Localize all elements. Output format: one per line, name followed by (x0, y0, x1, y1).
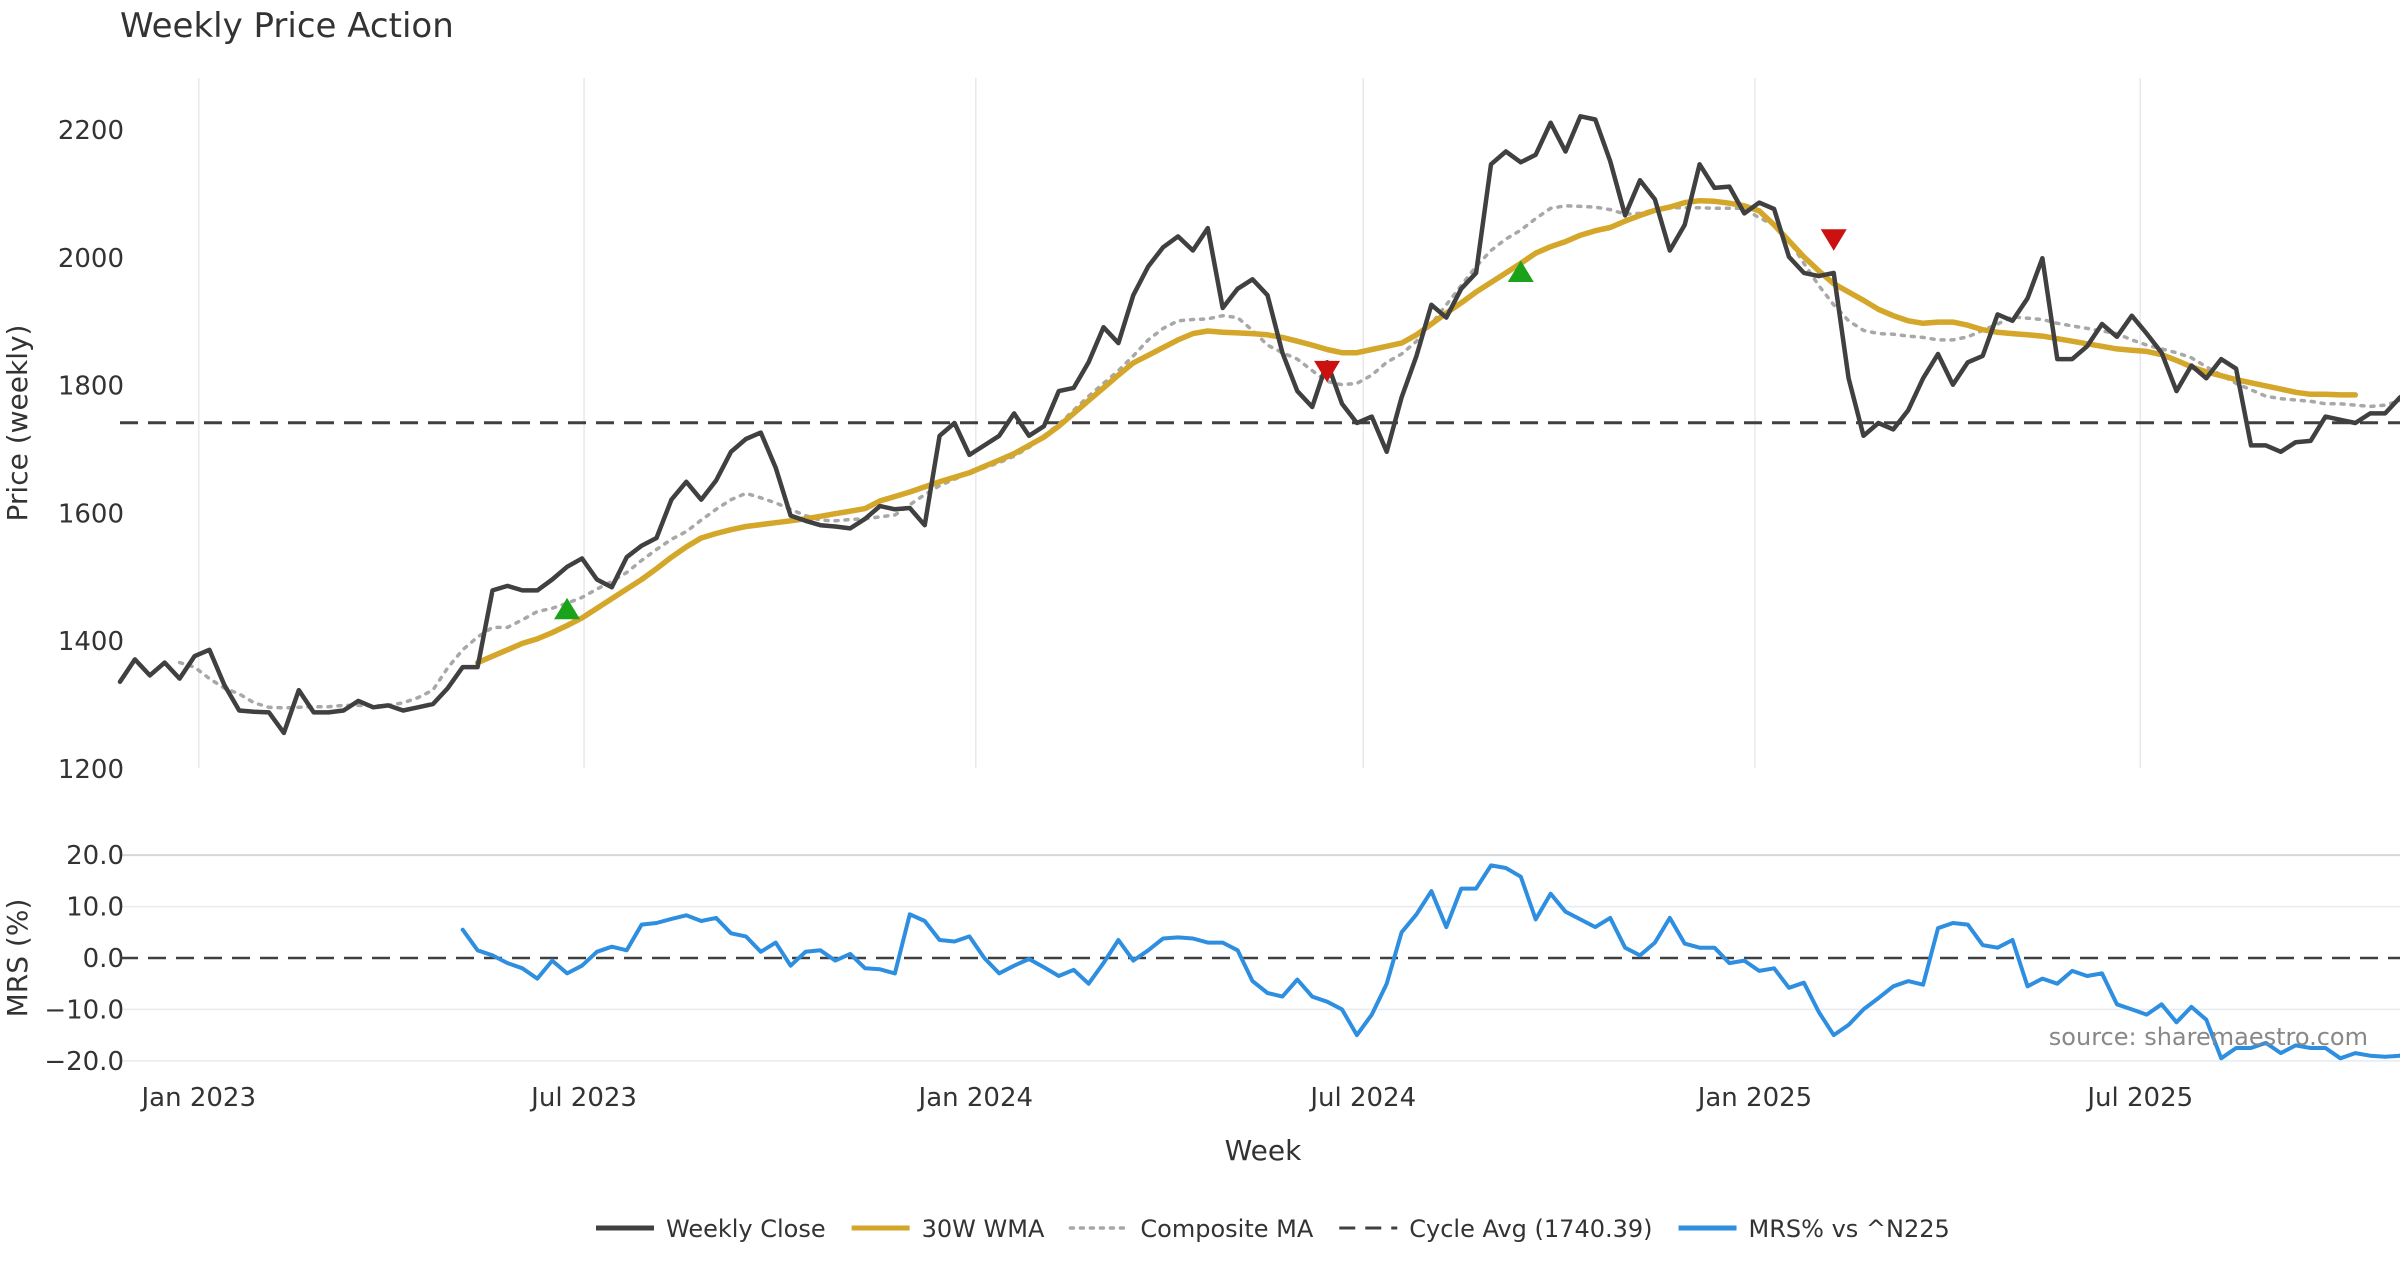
price-y-tick-label: 2200 (58, 116, 124, 146)
sell-signal-marker (1820, 229, 1847, 251)
mrs-y-axis: 20.0 10.0 0.0 −10.0 −20.0 (44, 841, 124, 1077)
price-y-tick-label: 2000 (58, 244, 124, 274)
mrs-y-tick-label: 10.0 (66, 893, 124, 923)
x-tick-label-jul-2023: Jul 2023 (529, 1083, 637, 1113)
signal-markers (554, 229, 1847, 620)
series-line-30w-wma (474, 197, 2359, 666)
price-y-axis: 1200 1400 1600 1800 2000 2200 (58, 116, 124, 785)
price-y-axis-label: Price (weekly) (1, 325, 34, 522)
series-line-weekly-close (117, 114, 2400, 736)
x-axis: Jan 2023 Jul 2023 Jan 2024 Jul 2024 Jan 2025… (140, 1083, 2194, 1113)
chart-title: Weekly Price Action (120, 6, 454, 46)
legend-label: Weekly Close (666, 1215, 826, 1243)
price-y-tick-label: 1400 (58, 627, 124, 657)
legend-label: MRS% vs ^N225 (1749, 1215, 1950, 1243)
mrs-y-tick-label: −20.0 (44, 1047, 124, 1077)
legend-item-composite-ma: Composite MA (1068, 1215, 1314, 1243)
buy-signal-marker (554, 597, 581, 620)
legend-item-cycle-avg-1740-39: Cycle Avg (1740.39) (1339, 1215, 1653, 1243)
series-line-mrs-vs-n225 (460, 863, 2400, 1061)
legend: Weekly Close 30W WMA Composite MA Cycle Avg… (596, 1215, 1950, 1243)
x-tick-label-jan-2023: Jan 2023 (140, 1083, 257, 1113)
watermark: source: sharemaestro.com (2049, 1023, 2368, 1051)
buy-signal-marker (1507, 260, 1534, 282)
price-y-tick-label: 1200 (58, 755, 124, 785)
x-tick-label-jan-2024: Jan 2024 (917, 1083, 1034, 1113)
legend-item-30w-wma: 30W WMA (851, 1215, 1045, 1243)
sell-signal-marker (1314, 360, 1341, 383)
mrs-y-axis-label: MRS (%) (1, 899, 34, 1018)
mrs-gridlines (120, 854, 2400, 1062)
series-line-composite-ma (177, 204, 2400, 710)
price-y-tick-label: 1600 (58, 499, 124, 529)
mrs-y-tick-label: 20.0 (66, 841, 124, 871)
price-series-group (117, 114, 2400, 736)
price-panel: 1200 1400 1600 1800 2000 2200 Price (weekly) (1, 78, 2400, 785)
x-tick-label-jan-2025: Jan 2025 (1696, 1083, 1813, 1113)
mrs-panel: 20.0 10.0 0.0 −10.0 −20.0 MRS (%) source: sh… (1, 841, 2400, 1077)
legend-label: Composite MA (1140, 1215, 1313, 1243)
x-tick-label-jul-2025: Jul 2025 (2085, 1083, 2193, 1113)
mrs-y-tick-label: −10.0 (44, 995, 124, 1025)
price-y-tick-label: 1800 (58, 372, 124, 402)
mrs-y-tick-label: 0.0 (83, 944, 124, 974)
legend-item-mrs-vs-n225: MRS% vs ^N225 (1678, 1215, 1950, 1243)
legend-label: 30W WMA (922, 1215, 1045, 1243)
x-axis-label: Week (1225, 1134, 1302, 1167)
legend-label: Cycle Avg (1740.39) (1409, 1215, 1652, 1243)
mrs-series-group (460, 863, 2400, 1061)
legend-item-weekly-close: Weekly Close (596, 1215, 826, 1243)
x-tick-label-jul-2024: Jul 2024 (1308, 1083, 1416, 1113)
